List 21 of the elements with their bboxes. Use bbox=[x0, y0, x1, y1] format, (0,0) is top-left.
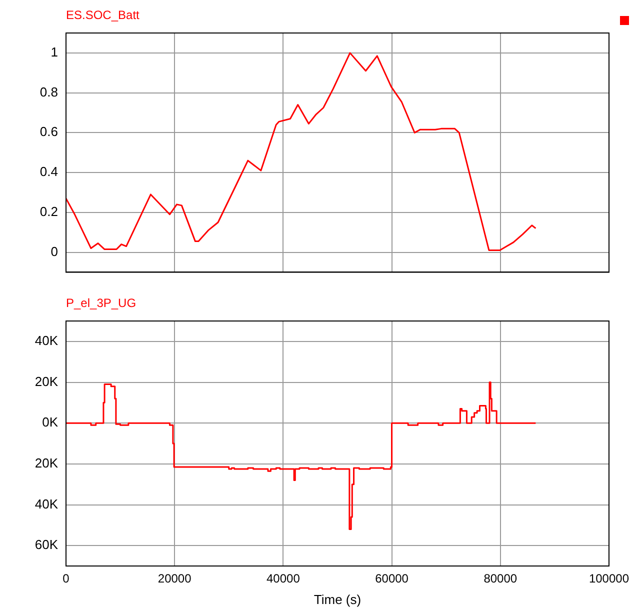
y-tick-label: 0.2 bbox=[40, 204, 58, 219]
y-tick-label: 60K bbox=[34, 537, 58, 552]
x-tick-label: 100000 bbox=[588, 572, 630, 586]
x-tick-label: 60000 bbox=[375, 572, 409, 586]
x-tick-label: 0 bbox=[62, 572, 70, 586]
y-tick-label: 0.4 bbox=[40, 164, 58, 180]
x-tick-label: 80000 bbox=[484, 572, 518, 586]
y-tick-label: 0.8 bbox=[40, 84, 58, 100]
chart-title: P_el_3P_UG bbox=[66, 296, 136, 310]
y-tick-label: 20K bbox=[34, 374, 58, 389]
chart-title: ES.SOC_Batt bbox=[66, 8, 140, 22]
y-tick-label: 40K bbox=[34, 332, 58, 348]
y-tick-label: 0 bbox=[50, 244, 58, 259]
x-axis-title: Time (s) bbox=[314, 592, 362, 607]
y-tick-label: 0.6 bbox=[40, 124, 58, 140]
x-tick-label: 40000 bbox=[266, 572, 300, 586]
x-tick-label: 20000 bbox=[158, 572, 192, 586]
y-tick-label: 0K bbox=[42, 414, 58, 430]
y-tick-label: 1 bbox=[50, 44, 58, 60]
y-tick-label: 40K bbox=[34, 496, 58, 512]
y-tick-label: 20K bbox=[34, 455, 58, 470]
